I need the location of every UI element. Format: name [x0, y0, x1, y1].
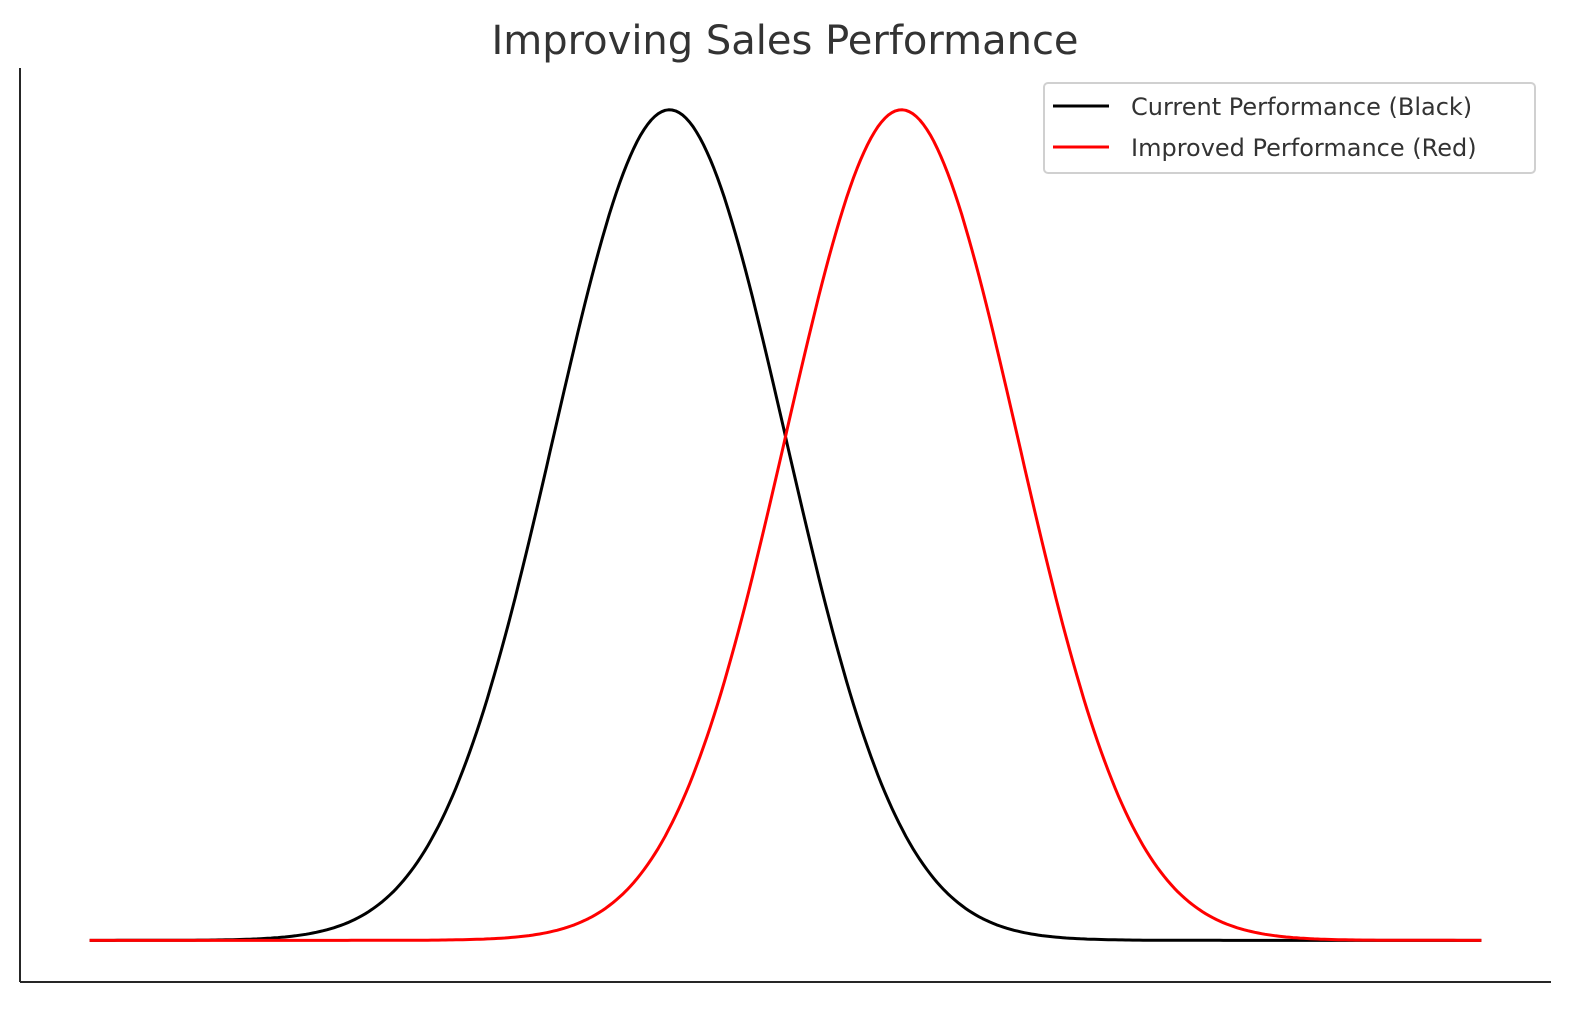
series-line-improved	[89, 108, 1482, 942]
legend-box	[1043, 82, 1536, 174]
legend-label-current: Current Performance (Black)	[1131, 93, 1472, 121]
chart-title: Improving Sales Performance	[491, 18, 1078, 64]
legend-label-improved: Improved Performance (Red)	[1131, 134, 1477, 162]
plot-area	[89, 108, 1482, 942]
legend: Current Performance (Black) Improved Per…	[1043, 82, 1536, 174]
series-line-current	[89, 108, 1482, 942]
